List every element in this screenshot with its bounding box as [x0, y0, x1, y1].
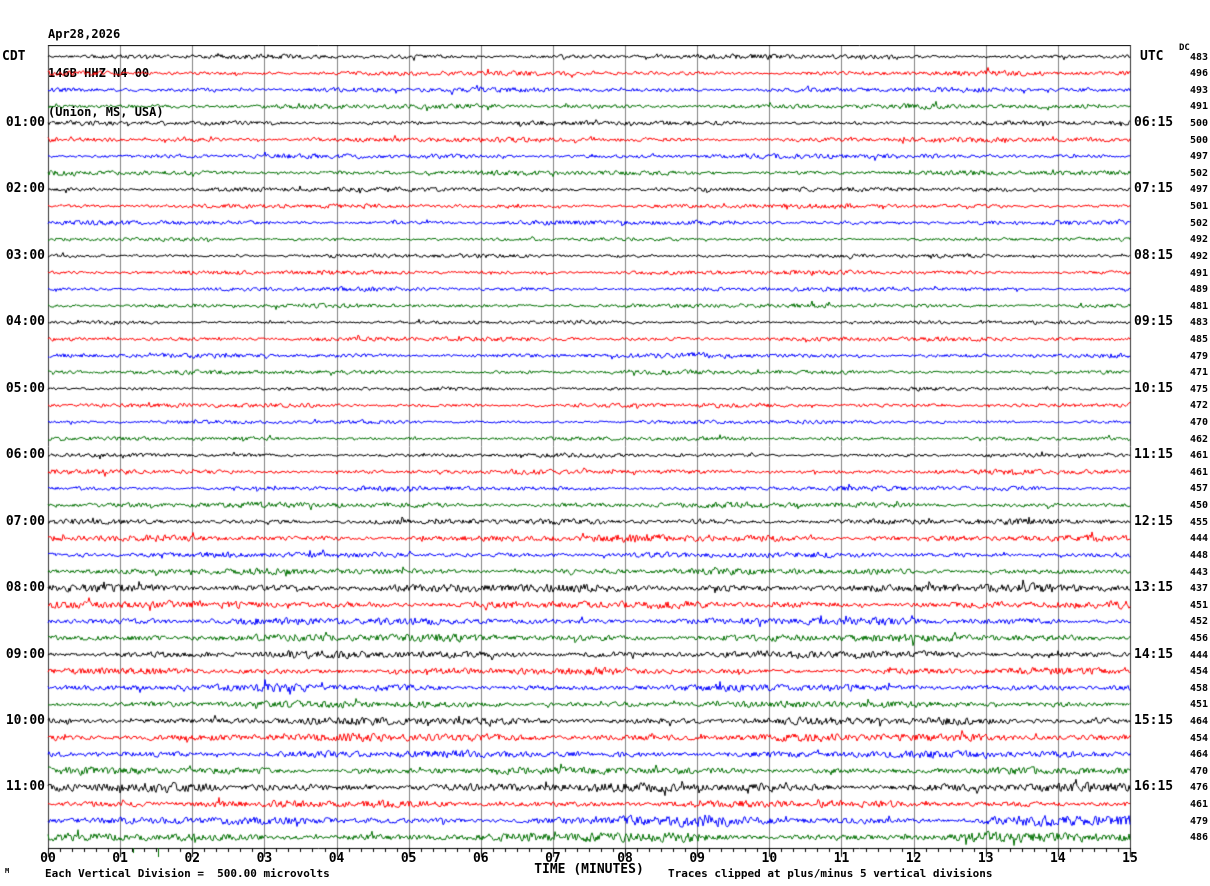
- utc-time-label: 13:15: [1134, 580, 1174, 596]
- cdt-time-label: 10:00: [5, 713, 45, 728]
- utc-time-label: 11:15: [1134, 447, 1174, 463]
- dc-value: 444: [1189, 533, 1208, 545]
- clipping-note: Traces clipped at plus/minus 5 vertical …: [668, 867, 993, 880]
- utc-time-label: 06:15: [1134, 115, 1174, 131]
- utc-time-label: 08:15: [1134, 247, 1174, 263]
- dc-value: 454: [1189, 732, 1208, 744]
- dc-value: 462: [1189, 433, 1208, 445]
- axis-tick-label: 03: [256, 851, 273, 866]
- dc-value: 486: [1189, 832, 1208, 844]
- dc-value: 479: [1189, 815, 1208, 827]
- dc-value: 492: [1189, 250, 1208, 262]
- cdt-time-label: 11:00: [5, 779, 45, 795]
- dc-value: 444: [1189, 649, 1208, 661]
- axis-tick-label: 05: [400, 851, 417, 866]
- corner-mark: M: [5, 867, 10, 875]
- dc-value: 461: [1189, 466, 1208, 478]
- cdt-time-label: 02:00: [5, 181, 45, 197]
- dc-value: 456: [1189, 632, 1208, 644]
- axis-tick-label: 09: [689, 851, 706, 866]
- dc-value: 461: [1189, 450, 1208, 462]
- utc-time-label: 15:15: [1134, 713, 1174, 728]
- cdt-time-label: 03:00: [5, 247, 45, 263]
- dc-value: 475: [1189, 383, 1208, 395]
- dc-value: 437: [1189, 583, 1208, 595]
- dc-value: 500: [1189, 118, 1208, 130]
- dc-value: 458: [1189, 682, 1208, 694]
- cdt-time-label: 08:00: [5, 580, 45, 596]
- axis-tick-label: 07: [545, 851, 561, 866]
- dc-value: 457: [1189, 483, 1208, 495]
- utc-time-label: 16:15: [1134, 779, 1174, 795]
- dc-value: 502: [1189, 167, 1208, 179]
- dc-value: 464: [1189, 716, 1208, 727]
- utc-time-label: 07:15: [1134, 181, 1174, 197]
- axis-tick-label: 01: [112, 851, 128, 866]
- title-date: Apr28,2026: [48, 27, 121, 41]
- dc-value: 483: [1189, 317, 1208, 329]
- dc-value: 451: [1189, 699, 1208, 711]
- axis-tick-label: 10: [761, 851, 778, 866]
- dc-value: 454: [1189, 666, 1208, 678]
- dc-value: 491: [1189, 101, 1208, 113]
- axis-tick-label: 06: [472, 851, 489, 866]
- cdt-time-label: 06:00: [5, 447, 45, 463]
- dc-value: 443: [1189, 566, 1208, 578]
- dc-value: 472: [1189, 400, 1208, 412]
- utc-time-label: 09:15: [1134, 314, 1174, 330]
- cdt-time-label: 01:00: [5, 115, 45, 131]
- dc-value: 448: [1189, 549, 1208, 561]
- dc-value: 502: [1189, 217, 1208, 229]
- dc-value: 500: [1189, 134, 1208, 146]
- dc-value: 452: [1189, 616, 1208, 628]
- seismogram-plot-canvas: [40, 45, 1210, 865]
- dc-value: 483: [1189, 51, 1208, 63]
- axis-tick-label: 11: [833, 851, 850, 866]
- cdt-time-label: 04:00: [5, 314, 45, 330]
- cdt-time-label: 05:00: [5, 380, 45, 396]
- dc-value: 455: [1189, 516, 1208, 528]
- cdt-time-label: 09:00: [5, 646, 45, 662]
- dc-value: 496: [1189, 68, 1208, 80]
- utc-time-label: 14:15: [1134, 646, 1174, 662]
- dc-value: 485: [1189, 333, 1208, 345]
- axis-tick-label: 00: [40, 851, 56, 866]
- dc-value: 497: [1189, 184, 1208, 196]
- vertical-division-note: Each Vertical Division = 500.00 microvol…: [45, 867, 330, 880]
- dc-value: 461: [1189, 799, 1208, 811]
- dc-value: 470: [1189, 765, 1208, 777]
- dc-value: 481: [1189, 300, 1208, 312]
- timezone-left-label: CDT: [2, 49, 26, 64]
- dc-value: 492: [1189, 234, 1208, 246]
- utc-time-label: 10:15: [1134, 380, 1174, 396]
- dc-value: 476: [1189, 782, 1208, 794]
- dc-value: 470: [1189, 417, 1208, 429]
- axis-tick-label: 14: [1050, 851, 1066, 866]
- dc-value: 479: [1189, 350, 1208, 362]
- dc-value: 497: [1189, 151, 1208, 163]
- dc-value: 489: [1189, 284, 1208, 296]
- dc-value: 471: [1189, 367, 1208, 379]
- axis-tick-label: 02: [184, 851, 201, 866]
- dc-value: 450: [1189, 500, 1208, 512]
- cdt-time-label: 07:00: [5, 513, 45, 529]
- dc-value: 493: [1189, 84, 1208, 96]
- axis-tick-label: 13: [977, 851, 994, 866]
- dc-value: 501: [1189, 201, 1208, 213]
- axis-tick-label: 08: [617, 851, 633, 866]
- utc-time-label: 12:15: [1134, 513, 1174, 529]
- dc-value: 464: [1189, 749, 1208, 761]
- axis-tick-label: 04: [328, 851, 345, 866]
- axis-tick-label: 12: [905, 851, 922, 866]
- dc-value: 451: [1189, 599, 1208, 611]
- dc-value: 491: [1189, 267, 1208, 279]
- x-axis-title: TIME (MINUTES): [534, 862, 644, 877]
- axis-tick-label: 15: [1122, 851, 1138, 866]
